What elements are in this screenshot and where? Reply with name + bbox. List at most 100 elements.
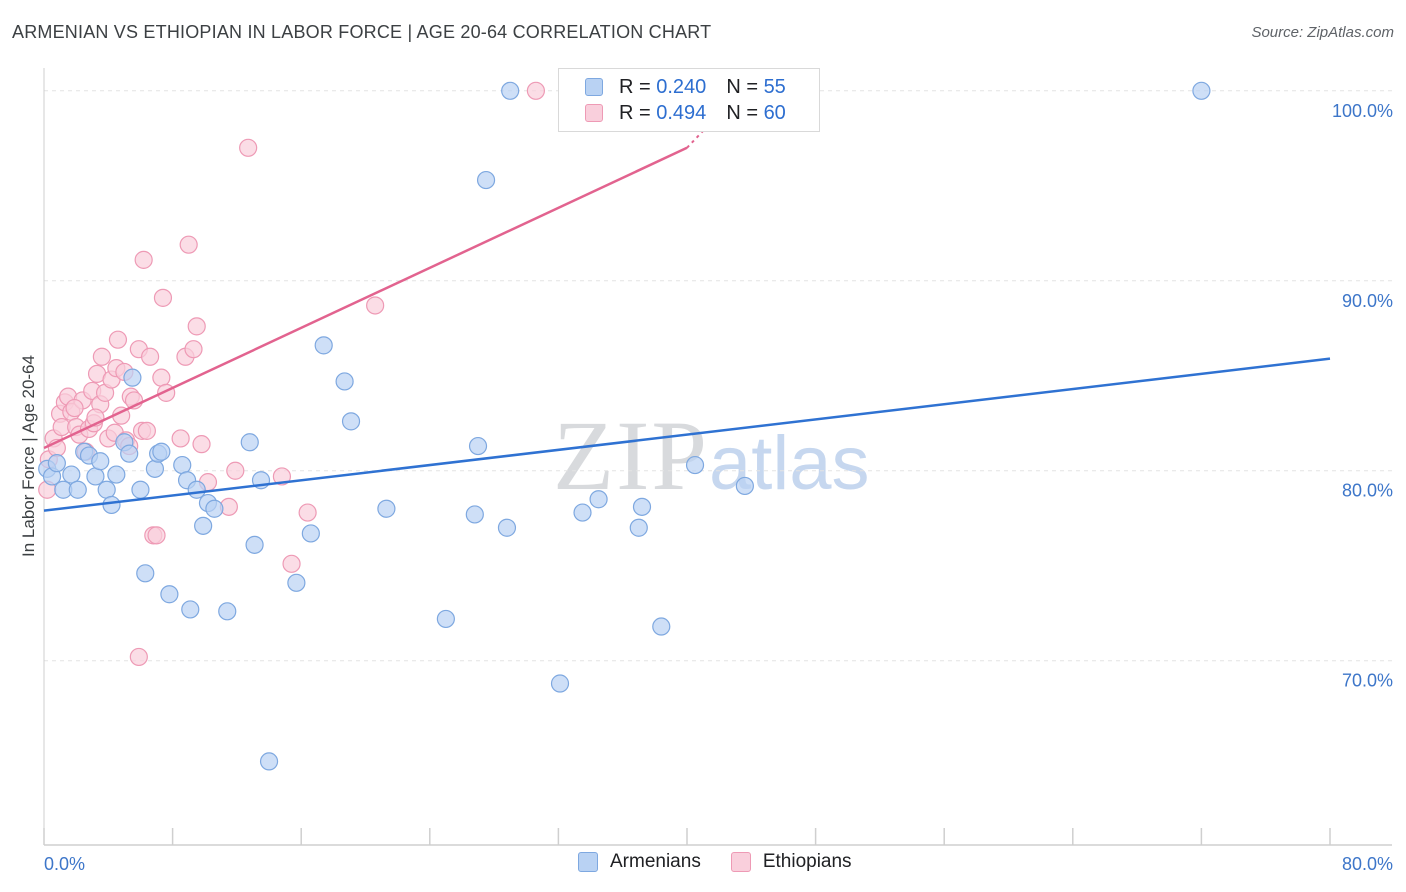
ethiopian-point <box>298 503 317 522</box>
armenian-point <box>476 170 496 190</box>
armenian-point <box>652 617 671 636</box>
ethiopians-swatch <box>585 104 603 122</box>
armenian-point <box>573 503 592 522</box>
armenian-point <box>501 81 520 100</box>
armenian-point <box>47 454 66 473</box>
armenian-point <box>436 609 455 629</box>
legend-r-label: R = <box>619 75 651 98</box>
ethiopian-point <box>226 461 245 480</box>
legend-r-value-ethiopians: 0.494 <box>656 101 707 124</box>
legend-item-ethiopians[interactable]: Ethiopians <box>730 851 852 873</box>
watermark-zip: ZIP <box>553 400 709 511</box>
armenian-point <box>194 516 213 535</box>
legend-n-label: N = <box>726 75 758 98</box>
legend-r-value-armenians: 0.240 <box>656 75 707 98</box>
armenian-point <box>62 465 81 484</box>
x-tick-label-min: 0.0% <box>44 854 85 874</box>
armenians-legend-swatch <box>578 852 598 872</box>
armenian-point <box>97 480 116 499</box>
trendlines <box>43 71 1331 512</box>
armenian-point <box>68 480 87 499</box>
series-legend: Armenians Ethiopians <box>578 851 882 873</box>
armenians-legend-label: Armenians <box>610 851 701 872</box>
armenian-point <box>377 499 396 518</box>
x-tick-label-max: 80.0% <box>1342 854 1393 874</box>
armenians-points <box>38 81 1211 771</box>
watermark: ZIPatlas <box>553 398 870 513</box>
armenian-point <box>181 600 200 619</box>
ethiopian-point <box>92 347 111 366</box>
armenian-point <box>91 452 110 471</box>
armenian-point <box>131 480 150 499</box>
ethiopian-point <box>184 340 203 359</box>
armenian-point <box>341 412 361 431</box>
armenians-trendline <box>43 357 1331 512</box>
legend-item-armenians[interactable]: Armenians <box>578 851 701 873</box>
ethiopian-point <box>129 647 148 667</box>
armenian-point <box>287 573 306 592</box>
legend-n-value-armenians: 55 <box>763 75 786 98</box>
ethiopian-point <box>171 429 190 448</box>
ethiopian-point <box>137 421 156 440</box>
armenian-point <box>123 368 142 387</box>
ethiopian-point <box>526 81 545 100</box>
armenian-point <box>589 490 608 509</box>
y-tick-label: 90.0% <box>1342 291 1393 311</box>
ethiopians-points <box>38 81 582 667</box>
ethiopian-point <box>152 368 171 387</box>
armenian-point <box>245 535 264 554</box>
armenian-point <box>685 455 705 475</box>
ethiopians-legend-swatch <box>730 852 751 872</box>
armenian-point <box>102 495 121 515</box>
source-credit: Source: ZipAtlas.com <box>1251 24 1394 41</box>
ethiopian-point <box>140 347 160 366</box>
y-tick-label: 80.0% <box>1342 481 1393 501</box>
legend-n-value-ethiopians: 60 <box>763 101 786 124</box>
y-tick-label: 100.0% <box>1332 101 1393 121</box>
chart-title: ARMENIAN VS ETHIOPIAN IN LABOR FORCE | A… <box>12 22 712 42</box>
armenian-point <box>1192 81 1211 100</box>
armenian-point <box>205 499 224 518</box>
armenian-point <box>550 674 570 693</box>
ethiopian-point <box>192 435 211 454</box>
y-tick-label: 70.0% <box>1342 671 1393 691</box>
armenian-point <box>160 585 179 604</box>
armenian-point <box>735 476 754 496</box>
ethiopian-point <box>153 288 173 307</box>
armenian-point <box>107 465 126 484</box>
ethiopians-trendline <box>43 146 688 450</box>
armenian-point <box>136 564 155 583</box>
armenian-point <box>145 459 165 478</box>
ethiopian-point <box>282 554 301 573</box>
correlation-legend: R = 0.240 N = 55 R = 0.494 N = 60 <box>558 68 820 132</box>
ethiopian-point <box>239 138 258 157</box>
legend-row-armenians: R = 0.240 N = 55 <box>585 75 786 99</box>
ethiopian-point <box>65 398 84 418</box>
armenian-point <box>301 524 320 543</box>
armenian-point <box>629 518 648 537</box>
legend-row-ethiopians: R = 0.494 N = 60 <box>585 101 786 125</box>
ethiopian-point <box>134 250 153 269</box>
watermark-atlas: atlas <box>709 421 870 506</box>
armenian-point <box>314 336 333 355</box>
ethiopian-point <box>272 467 292 486</box>
armenian-point <box>218 602 237 621</box>
armenian-point <box>173 455 192 475</box>
armenian-point <box>152 442 171 461</box>
y-tick-labels: 100.0% 90.0% 80.0% 70.0% <box>1332 101 1393 691</box>
ethiopian-point <box>366 296 385 315</box>
armenians-swatch <box>585 78 603 96</box>
axes <box>43 68 1392 846</box>
armenian-point <box>468 436 488 456</box>
armenian-point <box>335 372 354 391</box>
ethiopians-legend-label: Ethiopians <box>762 851 852 872</box>
ethiopian-point <box>147 526 166 545</box>
armenian-point <box>465 505 484 524</box>
ethiopian-point <box>187 317 206 336</box>
armenian-point <box>259 752 279 771</box>
legend-n-label: N = <box>726 101 758 124</box>
ethiopian-point <box>108 330 128 349</box>
armenian-point <box>240 433 259 452</box>
ethiopian-point <box>179 235 198 254</box>
